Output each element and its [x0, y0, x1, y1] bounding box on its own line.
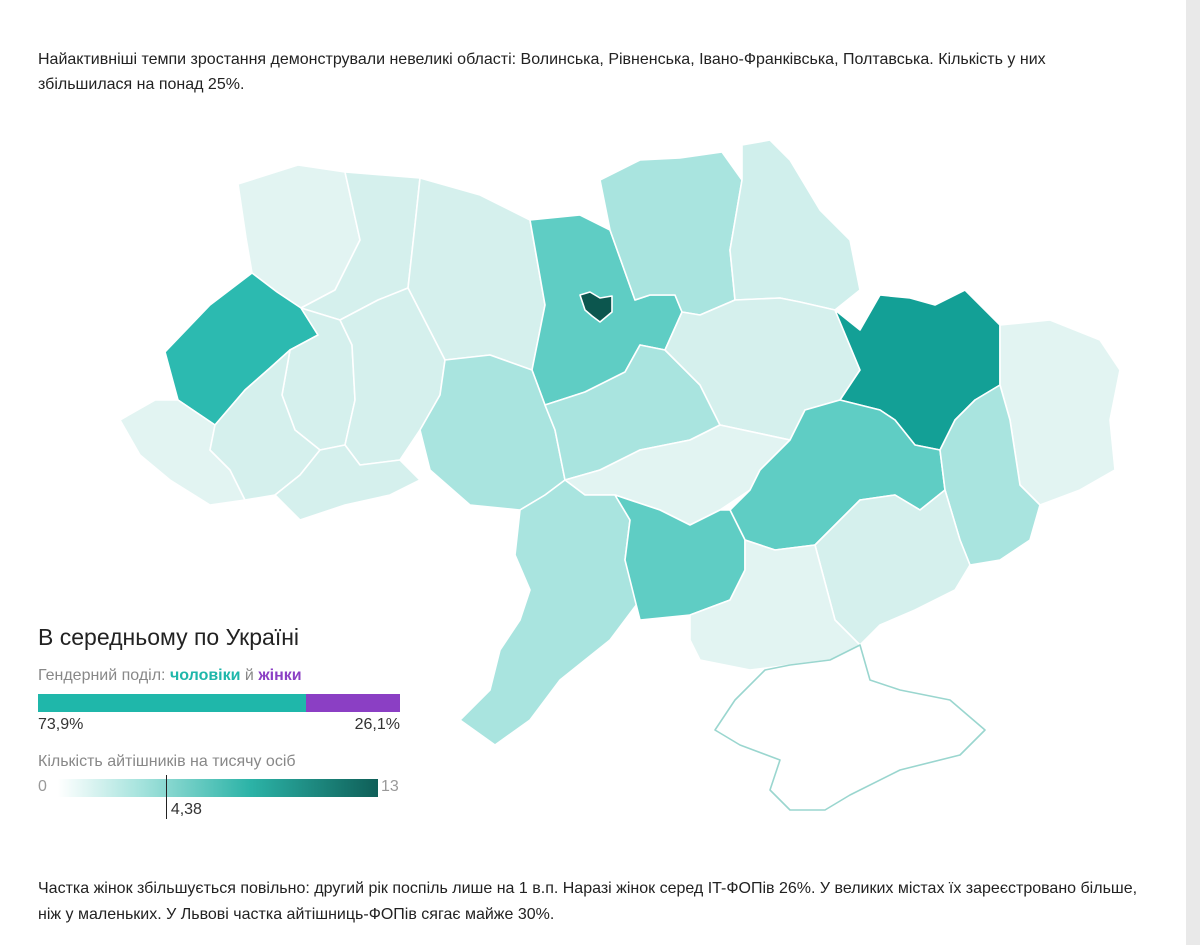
average-density-value: 4,38 — [170, 801, 202, 818]
average-density-marker — [165, 775, 167, 819]
density-max-label: 13 — [381, 778, 399, 795]
intro-paragraph: Найактивніші темпи зростання демонструва… — [38, 51, 1046, 93]
region-sumy[interactable] — [729, 139, 861, 311]
women-label: жінки — [258, 667, 302, 684]
region-khmelnytskyi[interactable] — [339, 287, 446, 466]
women-share-segment — [305, 694, 400, 712]
women-percentage: 26,1% — [354, 716, 400, 733]
legend-title: В середньому по Україні — [38, 624, 300, 650]
density-scale-label: Кількість айтішників на тисячу осіб — [38, 753, 296, 770]
men-percentage: 73,9% — [38, 716, 84, 733]
region-chernivtsi[interactable] — [274, 444, 421, 521]
region-crimea[interactable] — [714, 644, 986, 811]
gender-split-bar — [38, 694, 400, 712]
density-color-scale — [58, 779, 378, 797]
gender-label-prefix: Гендерний поділ: — [38, 667, 166, 684]
region-kyiv-city[interactable] — [579, 291, 613, 323]
region-kherson[interactable] — [689, 539, 861, 671]
region-zaporizhzhia[interactable] — [814, 489, 971, 646]
density-min-label: 0 — [38, 778, 47, 795]
gender-conjunction: й — [244, 667, 254, 684]
men-share-segment — [38, 694, 306, 712]
men-label: чоловіки — [169, 667, 241, 684]
outro-paragraph: Частка жінок збільшується повільно: друг… — [38, 880, 1138, 923]
gender-split-label: Гендерний поділ: чоловіки й жінки — [38, 667, 302, 685]
region-odesa[interactable] — [459, 479, 641, 746]
